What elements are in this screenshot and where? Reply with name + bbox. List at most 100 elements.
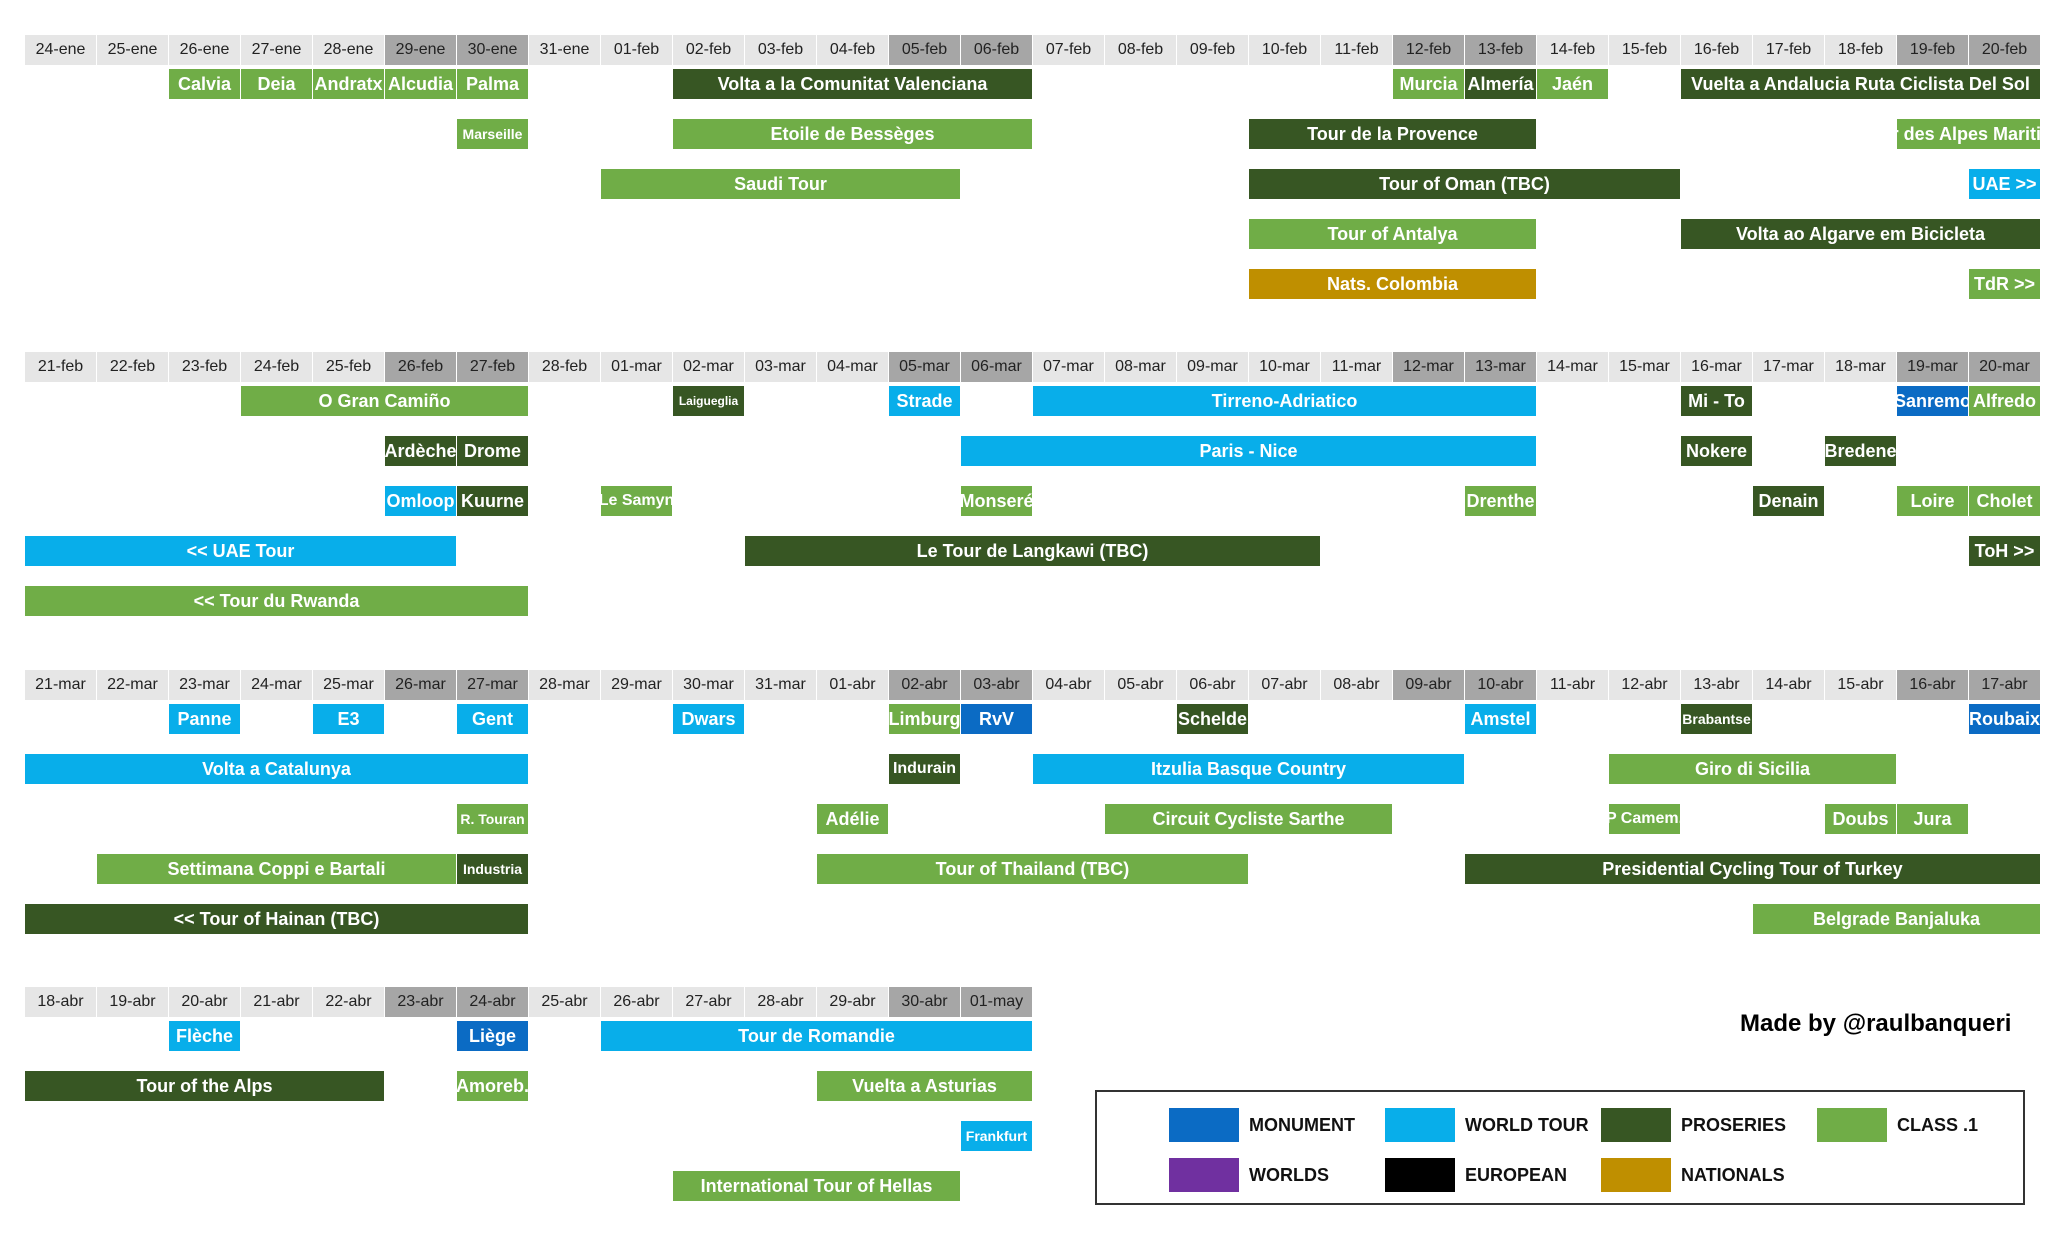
legend-swatch <box>1601 1108 1671 1142</box>
race-bar-uae: UAE >> <box>1969 169 2040 199</box>
date-header: 01-abr <box>817 670 888 700</box>
race-bar-belgrade-banjaluka: Belgrade Banjaluka <box>1753 904 2040 934</box>
date-header: 02-abr <box>889 670 960 700</box>
date-header: 06-abr <box>1177 670 1248 700</box>
date-header: 16-mar <box>1681 352 1752 382</box>
race-bar-tdr: TdR >> <box>1969 269 2040 299</box>
date-header: 02-feb <box>673 35 744 65</box>
race-bar-nokere: Nokere <box>1681 436 1752 466</box>
legend-label: WORLDS <box>1249 1164 1329 1185</box>
race-bar-deia: Deia <box>241 69 312 99</box>
date-header: 24-ene <box>25 35 96 65</box>
date-header: 29-ene <box>385 35 456 65</box>
date-header: 21-abr <box>241 987 312 1017</box>
race-bar-loire: Loire <box>1897 486 1968 516</box>
legend-label: WORLD TOUR <box>1465 1114 1589 1135</box>
date-header: 22-mar <box>97 670 168 700</box>
date-header: 22-abr <box>313 987 384 1017</box>
race-bar-ardeche: Ardèche <box>385 436 456 466</box>
date-header: 12-feb <box>1393 35 1464 65</box>
legend-item-proseries: PROSERIES <box>1601 1108 1786 1142</box>
race-bar-uae-tour: << UAE Tour <box>25 536 456 566</box>
date-header: 17-mar <box>1753 352 1824 382</box>
race-bar-volta-ao-algarve-em-bicicleta: Volta ao Algarve em Bicicleta <box>1681 219 2040 249</box>
date-header: 04-mar <box>817 352 888 382</box>
date-header: 23-abr <box>385 987 456 1017</box>
date-header: 30-mar <box>673 670 744 700</box>
date-header: 30-ene <box>457 35 528 65</box>
date-header: 05-feb <box>889 35 960 65</box>
date-header: 19-feb <box>1897 35 1968 65</box>
date-header: 06-mar <box>961 352 1032 382</box>
date-header: 12-abr <box>1609 670 1680 700</box>
legend-item-monument: MONUMENT <box>1169 1108 1355 1142</box>
race-bar-murcia: Murcia <box>1393 69 1464 99</box>
race-bar-p-camem: P Camem. <box>1609 804 1680 834</box>
date-header: 16-feb <box>1681 35 1752 65</box>
date-header: 18-feb <box>1825 35 1896 65</box>
race-bar-nats-colombia: Nats. Colombia <box>1249 269 1536 299</box>
race-bar-le-samyn: Le Samyn <box>601 486 672 516</box>
race-bar-amoreb: Amoreb. <box>457 1071 528 1101</box>
race-bar-etoile-de-besseges: Etoile de Bessèges <box>673 119 1032 149</box>
race-bar-omloop: Omloop <box>385 486 456 516</box>
race-bar-volta-a-la-comunitat-valenciana: Volta a la Comunitat Valenciana <box>673 69 1032 99</box>
date-header: 12-mar <box>1393 352 1464 382</box>
date-header: 25-feb <box>313 352 384 382</box>
legend-item-worlds: WORLDS <box>1169 1158 1329 1192</box>
date-header: 18-abr <box>25 987 96 1017</box>
date-header: 03-abr <box>961 670 1032 700</box>
date-header: 20-mar <box>1969 352 2040 382</box>
date-header: 04-feb <box>817 35 888 65</box>
race-bar-vuelta-a-asturias: Vuelta a Asturias <box>817 1071 1032 1101</box>
date-header: 17-feb <box>1753 35 1824 65</box>
date-header: 25-mar <box>313 670 384 700</box>
race-bar-tour-of-the-alps: Tour of the Alps <box>25 1071 384 1101</box>
legend-label: MONUMENT <box>1249 1114 1355 1135</box>
race-bar-andratx: Andratx <box>313 69 384 99</box>
race-bar-amstel: Amstel <box>1465 704 1536 734</box>
race-bar-almeria: Almería <box>1465 69 1536 99</box>
date-header: 13-feb <box>1465 35 1536 65</box>
legend-label: CLASS .1 <box>1897 1114 1979 1135</box>
date-header: 01-may <box>961 987 1032 1017</box>
legend-swatch <box>1169 1108 1239 1142</box>
race-bar-volta-a-catalunya: Volta a Catalunya <box>25 754 528 784</box>
race-bar-sanremo: Sanremo <box>1897 386 1968 416</box>
race-bar-settimana-coppi-e-bartali: Settimana Coppi e Bartali <box>97 854 456 884</box>
legend-item-nationals: NATIONALS <box>1601 1158 1785 1192</box>
date-header: 31-mar <box>745 670 816 700</box>
date-header: 09-abr <box>1393 670 1464 700</box>
date-header: 21-feb <box>25 352 96 382</box>
race-bar-r-touran: R. Touran <box>457 804 528 834</box>
date-header: 28-abr <box>745 987 816 1017</box>
race-bar-palma: Palma <box>457 69 528 99</box>
date-header: 25-abr <box>529 987 600 1017</box>
date-header: 26-ene <box>169 35 240 65</box>
race-bar-jura: Jura <box>1897 804 1968 834</box>
race-bar-toh: ToH >> <box>1969 536 2040 566</box>
race-bar-bredene: Bredene <box>1825 436 1896 466</box>
date-header: 01-mar <box>601 352 672 382</box>
date-header: 07-abr <box>1249 670 1320 700</box>
date-header: 08-feb <box>1105 35 1176 65</box>
date-header: 04-abr <box>1033 670 1104 700</box>
race-bar-alcudia: Alcudia <box>385 69 456 99</box>
date-header: 23-mar <box>169 670 240 700</box>
race-bar-drenthe: Drenthe <box>1465 486 1536 516</box>
race-bar-limburg: Limburg <box>889 704 960 734</box>
date-header: 25-ene <box>97 35 168 65</box>
date-header: 29-abr <box>817 987 888 1017</box>
date-header: 02-mar <box>673 352 744 382</box>
legend-label: EUROPEAN <box>1465 1164 1568 1185</box>
date-header: 11-mar <box>1321 352 1392 382</box>
date-header: 18-mar <box>1825 352 1896 382</box>
date-header: 10-mar <box>1249 352 1320 382</box>
legend-item-european: EUROPEAN <box>1385 1158 1567 1192</box>
date-header: 24-mar <box>241 670 312 700</box>
date-header: 15-mar <box>1609 352 1680 382</box>
race-bar-laigueglia: Laigueglia <box>673 386 744 416</box>
date-header: 27-ene <box>241 35 312 65</box>
date-header: 03-mar <box>745 352 816 382</box>
race-bar-gent: Gent <box>457 704 528 734</box>
